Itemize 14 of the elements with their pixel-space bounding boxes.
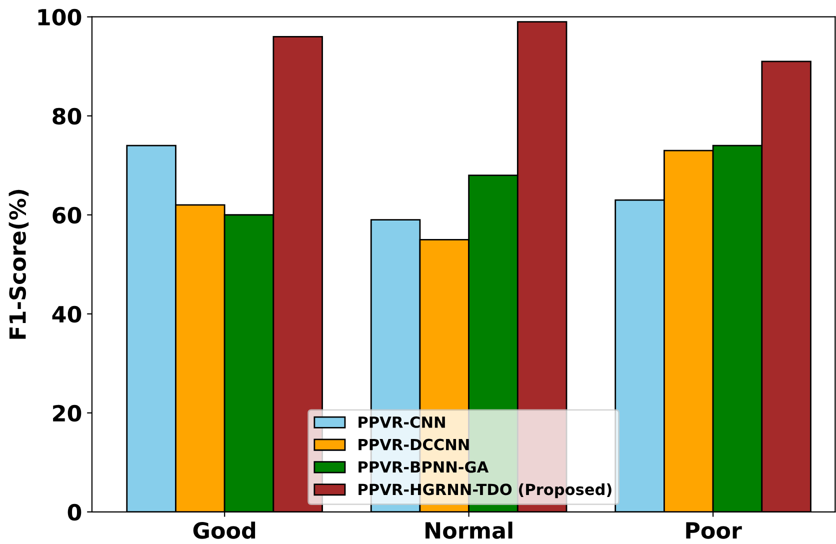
legend-label: PPVR-CNN: [358, 416, 445, 428]
y-tick-label: 0: [68, 504, 82, 521]
x-tick-label: Poor: [686, 522, 742, 539]
y-tick-label: 80: [52, 108, 82, 125]
y-tick-label: 60: [52, 206, 82, 224]
legend-label: PPVR-DCCNN: [358, 438, 469, 450]
y-axis-title: F1-Score(%): [8, 190, 29, 339]
y-tick-label: 20: [53, 404, 82, 422]
legend-label: PPVR-BPNN-GA: [358, 461, 489, 473]
y-tick-label: 100: [38, 8, 82, 26]
legend-label: PPVR-HGRNN-TDO (Proposed): [358, 483, 612, 498]
x-tick-label: Good: [193, 522, 256, 539]
x-tick-label: Normal: [426, 522, 512, 539]
y-tick-label: 40: [52, 306, 82, 323]
